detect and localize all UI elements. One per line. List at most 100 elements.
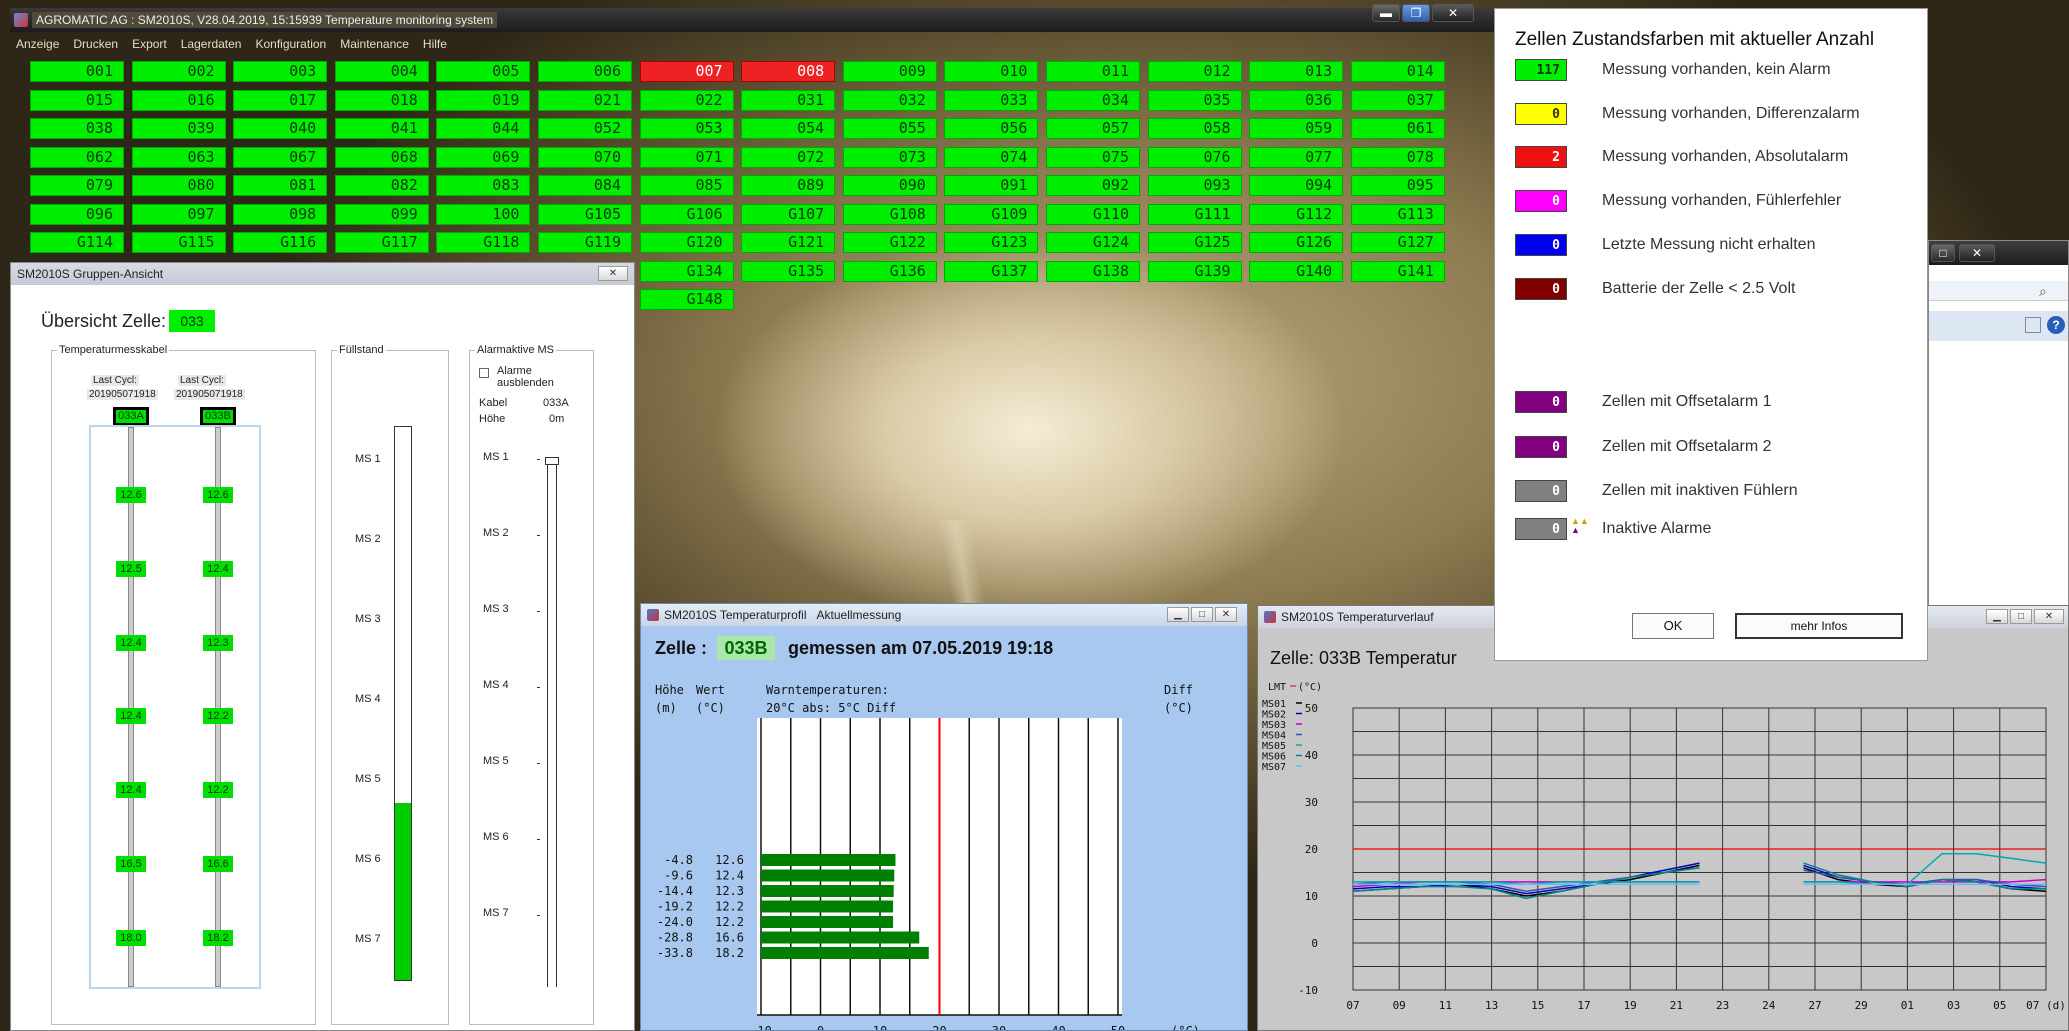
alarm-hide-checkbox[interactable] [479, 368, 489, 378]
sensor-value[interactable]: 18.0 [116, 929, 146, 946]
cell-button[interactable]: 078 [1350, 146, 1445, 168]
cell-button[interactable]: G141 [1350, 260, 1445, 282]
cell-button[interactable]: 076 [1147, 146, 1242, 168]
maximize-button[interactable]: ❐ [1402, 4, 1430, 22]
maximize-icon[interactable]: □ [2010, 609, 2032, 624]
cell-button[interactable]: 090 [842, 175, 937, 196]
cell-button[interactable]: 068 [334, 146, 429, 168]
menu-item[interactable]: Drucken [73, 37, 119, 51]
cell-button[interactable]: G116 [233, 232, 328, 253]
cell-button[interactable]: 095 [1350, 175, 1445, 196]
cell-button[interactable]: 092 [1046, 175, 1140, 196]
cell-button[interactable]: G137 [944, 260, 1039, 282]
cell-button[interactable]: 062 [30, 146, 124, 168]
cell-button[interactable]: 035 [1147, 89, 1242, 111]
cell-button[interactable]: 082 [334, 175, 429, 196]
cell-button[interactable]: 075 [1046, 146, 1140, 168]
cell-button[interactable]: G134 [639, 260, 734, 282]
menu-item[interactable]: Hilfe [422, 37, 447, 51]
cell-button[interactable]: 058 [1147, 118, 1242, 139]
minimize-icon[interactable]: ▁ [1167, 607, 1189, 622]
menu-item[interactable]: Konfiguration [255, 37, 327, 51]
minimize-button[interactable]: ▬ [1372, 4, 1400, 22]
cell-button[interactable]: 081 [233, 175, 328, 196]
cell-button[interactable]: 012 [1147, 61, 1242, 82]
cell-button[interactable]: 099 [334, 203, 429, 225]
alarm-slider-track[interactable] [547, 457, 557, 987]
cell-button[interactable]: 044 [436, 118, 531, 139]
maximize-icon[interactable]: □ [1931, 244, 1955, 262]
cell-button[interactable]: 007 [639, 61, 734, 82]
cell-button[interactable]: 019 [436, 89, 531, 111]
cell-button[interactable]: 094 [1249, 175, 1344, 196]
cell-button[interactable]: G119 [538, 232, 632, 253]
view-icon[interactable] [2025, 317, 2041, 333]
cell-button[interactable]: 072 [741, 146, 836, 168]
cell-button[interactable]: 004 [334, 61, 429, 82]
cell-button[interactable]: 013 [1249, 61, 1344, 82]
cell-button[interactable]: 053 [639, 118, 734, 139]
cell-button[interactable]: 036 [1249, 89, 1344, 111]
cell-button[interactable]: 091 [944, 175, 1039, 196]
cell-button[interactable]: G139 [1147, 260, 1242, 282]
cell-button[interactable]: 018 [334, 89, 429, 111]
cell-button[interactable]: 006 [538, 61, 632, 82]
cell-button[interactable]: 096 [30, 203, 124, 225]
cell-button[interactable]: 022 [639, 89, 734, 111]
cell-button[interactable]: 100 [436, 203, 531, 225]
cell-button[interactable]: G118 [436, 232, 531, 253]
sensor-value[interactable]: 16.5 [116, 856, 146, 872]
cell-button[interactable]: 052 [538, 118, 632, 139]
more-info-button[interactable]: mehr Infos [1735, 613, 1903, 639]
cell-button[interactable]: 014 [1350, 61, 1445, 82]
sensor-value[interactable]: 12.4 [203, 560, 233, 577]
close-button[interactable]: ✕ [1432, 4, 1474, 22]
cell-button[interactable]: 056 [944, 118, 1039, 139]
cell-button[interactable]: 038 [30, 118, 124, 139]
cell-button[interactable]: G114 [30, 232, 124, 253]
cell-button[interactable]: 040 [233, 118, 328, 139]
cell-button[interactable]: G115 [131, 232, 226, 253]
close-icon[interactable]: ✕ [1959, 244, 1995, 262]
cell-button[interactable]: 057 [1046, 118, 1140, 139]
cell-button[interactable]: 032 [842, 89, 937, 111]
sensor-value[interactable]: 12.3 [203, 634, 233, 651]
cell-button[interactable]: 063 [131, 146, 226, 168]
cell-button[interactable]: 033 [944, 89, 1039, 111]
cell-button[interactable]: G138 [1046, 260, 1140, 282]
cell-button[interactable]: 085 [639, 175, 734, 196]
cell-button[interactable]: G125 [1147, 232, 1242, 253]
search-bar[interactable] [1929, 281, 2068, 301]
cell-button[interactable]: G112 [1249, 203, 1344, 225]
cell-button[interactable]: 080 [131, 175, 226, 196]
cell-button[interactable]: G148 [639, 289, 734, 310]
close-icon[interactable]: ✕ [1215, 607, 1237, 622]
cell-button[interactable]: 074 [944, 146, 1039, 168]
alarm-slider-handle[interactable] [545, 457, 559, 465]
cell-button[interactable]: 097 [131, 203, 226, 225]
maximize-icon[interactable]: □ [1191, 607, 1213, 622]
sensor-value[interactable]: 12.4 [116, 634, 146, 651]
cell-button[interactable]: G135 [741, 260, 836, 282]
cell-button[interactable]: 001 [30, 61, 124, 82]
cable-name-badge[interactable]: 033A [113, 407, 149, 426]
cell-button[interactable]: 017 [233, 89, 328, 111]
cell-button[interactable]: 039 [131, 118, 226, 139]
close-icon[interactable]: ✕ [598, 266, 628, 281]
cell-button[interactable]: G108 [842, 203, 937, 225]
cell-button[interactable]: 093 [1147, 175, 1242, 196]
sensor-value[interactable]: 12.2 [203, 782, 233, 799]
menu-item[interactable]: Export [132, 37, 167, 51]
cell-button[interactable]: 054 [741, 118, 836, 139]
cell-button[interactable]: 079 [30, 175, 124, 196]
cell-button[interactable]: 010 [944, 61, 1039, 82]
cell-button[interactable]: 084 [538, 175, 632, 196]
cell-button[interactable]: 069 [436, 146, 531, 168]
cell-button[interactable]: 015 [30, 89, 124, 111]
cell-button[interactable]: G140 [1249, 260, 1344, 282]
cell-button[interactable]: 003 [233, 61, 328, 82]
cell-button[interactable]: 067 [233, 146, 328, 168]
sensor-value[interactable]: 12.2 [203, 708, 233, 725]
cell-button[interactable]: G107 [741, 203, 836, 225]
help-icon[interactable]: ? [2047, 316, 2065, 334]
